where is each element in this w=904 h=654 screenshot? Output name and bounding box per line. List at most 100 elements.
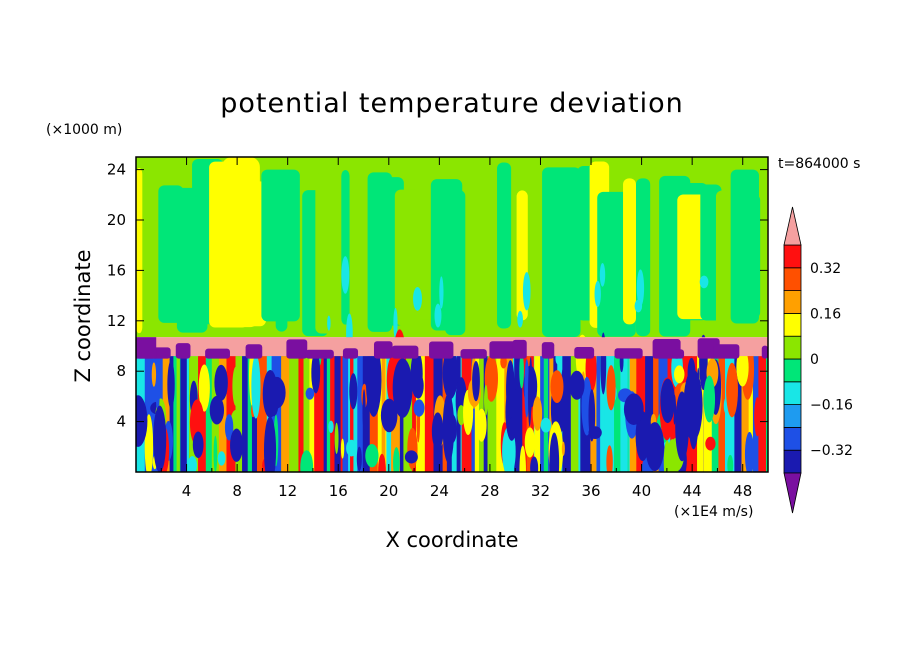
lower-eddy: [484, 355, 498, 402]
y-tick-label: 16: [107, 261, 126, 279]
x-tick-label: 48: [733, 482, 752, 500]
y-axis: 4 8 12 16 20 24: [107, 161, 768, 431]
negative-cell: [373, 341, 393, 359]
colorbar-segment: [783, 358, 802, 383]
lower-cold-core: [365, 342, 382, 417]
colorbar-over-arrow: [783, 206, 802, 246]
lower-eddy: [300, 450, 314, 472]
lower-cold-core: [688, 395, 699, 450]
lower-eddy: [606, 445, 613, 472]
lower-eddy: [705, 436, 716, 451]
lower-eddy: [198, 364, 210, 412]
x-axis: 4 8 12 16 20 24 28 32 36 40 44 48: [160, 157, 752, 500]
upper-streak: [341, 170, 350, 325]
lower-eddy: [230, 428, 244, 462]
lower-streak: [162, 356, 170, 472]
lower-eddy: [561, 441, 565, 456]
upper-warm-column: [221, 157, 260, 328]
upper-streak: [623, 178, 636, 325]
negative-cell: [136, 337, 157, 359]
lower-cold-core: [380, 398, 398, 433]
lower-streak: [424, 356, 434, 472]
lower-eddy: [413, 399, 425, 417]
lower-eddy: [349, 373, 358, 410]
x-tick-label: 36: [581, 482, 600, 500]
upper-cool-spot: [599, 263, 606, 287]
lower-eddy: [527, 365, 532, 427]
lower-streak: [350, 356, 354, 472]
lower-eddy: [340, 438, 345, 459]
lower-cold-core: [588, 389, 596, 442]
lower-streak: [758, 356, 768, 472]
colorbar-segment: [783, 404, 802, 428]
lower-streak: [766, 356, 768, 472]
lower-eddy: [365, 444, 379, 468]
upper-streak: [497, 162, 512, 329]
lower-streak: [653, 356, 661, 472]
x-tick-label: 20: [379, 482, 398, 500]
upper-cool-spot: [594, 280, 601, 308]
upper-streak: [554, 180, 564, 333]
colorbar-label: 0: [810, 352, 819, 368]
lower-streak: [342, 356, 349, 472]
lower-cold-core: [569, 370, 585, 400]
lower-eddy: [754, 397, 761, 437]
lower-eddy: [519, 445, 526, 472]
lower-streak: [718, 356, 725, 472]
lower-eddy: [744, 431, 755, 472]
lower-cold-core: [623, 393, 644, 425]
x-tick-label: 44: [683, 482, 702, 500]
lower-eddy: [530, 456, 539, 472]
lower-cold-core: [410, 349, 423, 398]
lower-cold-core: [392, 358, 413, 418]
lower-eddy: [334, 422, 339, 454]
x-axis-label: X coordinate: [385, 528, 518, 552]
lower-eddy: [726, 362, 738, 418]
negative-cell: [342, 348, 359, 359]
colorbar-under-arrow: [783, 472, 802, 514]
negative-cell: [614, 348, 643, 359]
lower-streak: [180, 356, 187, 472]
colorbar-label: 0.32: [810, 261, 841, 277]
negative-cell: [286, 339, 308, 359]
upper-streak: [315, 172, 342, 334]
lower-eddy: [378, 453, 386, 472]
lower-streak: [326, 356, 332, 472]
colorbar-label: −0.16: [810, 398, 853, 414]
negative-cell: [175, 343, 191, 359]
negative-cell: [672, 349, 685, 359]
lower-streak: [620, 356, 628, 472]
upper-cool-spot: [699, 275, 709, 289]
colorbar-segment: [783, 244, 802, 269]
lower-cold-core: [660, 378, 675, 424]
negative-cell: [205, 348, 230, 359]
lower-eddy: [484, 384, 488, 416]
lower-eddy: [167, 360, 175, 409]
x-tick-label: 40: [632, 482, 651, 500]
colorbar-label: 0.16: [810, 306, 841, 322]
x-tick-label: 24: [430, 482, 449, 500]
upper-cool-spot: [341, 256, 350, 294]
x-unit-label: (×1E4 m/s): [674, 504, 753, 520]
lower-cold-core: [214, 364, 228, 401]
lower-streak: [247, 356, 252, 472]
negative-cell: [429, 341, 454, 359]
upper-streak: [715, 190, 731, 327]
upper-cool-spot: [327, 315, 331, 331]
lower-cold-core: [442, 393, 455, 463]
lower-eddy: [393, 447, 400, 472]
upper-cool-spot: [522, 272, 531, 311]
lower-eddy: [346, 439, 357, 457]
upper-streak: [136, 167, 143, 334]
lower-eddy: [251, 355, 261, 419]
lower-eddy: [549, 432, 560, 472]
y-tick-label: 8: [116, 362, 126, 380]
y-tick-label: 4: [116, 413, 126, 431]
lower-eddy: [232, 366, 240, 407]
lower-streak: [289, 356, 300, 472]
upper-cool-spot: [636, 269, 645, 307]
negative-cell: [730, 345, 738, 359]
colorbar-segment: [783, 449, 802, 474]
lower-streak: [596, 356, 601, 472]
